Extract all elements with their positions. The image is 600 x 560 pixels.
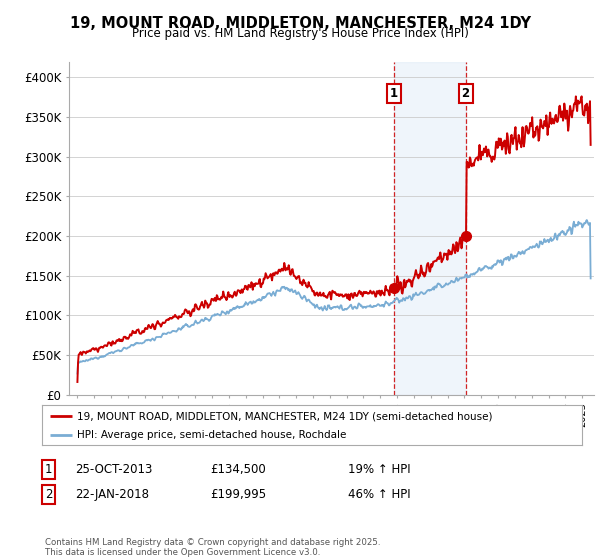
Text: Price paid vs. HM Land Registry's House Price Index (HPI): Price paid vs. HM Land Registry's House … [131,27,469,40]
Text: 2: 2 [45,488,53,501]
Text: HPI: Average price, semi-detached house, Rochdale: HPI: Average price, semi-detached house,… [77,430,346,440]
Text: 22-JAN-2018: 22-JAN-2018 [75,488,149,501]
Text: £134,500: £134,500 [210,463,266,476]
Text: 46% ↑ HPI: 46% ↑ HPI [348,488,410,501]
Text: 19, MOUNT ROAD, MIDDLETON, MANCHESTER, M24 1DY: 19, MOUNT ROAD, MIDDLETON, MANCHESTER, M… [70,16,530,31]
Text: 1: 1 [45,463,53,476]
Text: £199,995: £199,995 [210,488,266,501]
Bar [394,62,466,395]
Text: 1: 1 [390,87,398,100]
Text: 2: 2 [461,87,470,100]
Text: 25-OCT-2013: 25-OCT-2013 [75,463,152,476]
Text: Contains HM Land Registry data © Crown copyright and database right 2025.
This d: Contains HM Land Registry data © Crown c… [45,538,380,557]
Text: 19, MOUNT ROAD, MIDDLETON, MANCHESTER, M24 1DY (semi-detached house): 19, MOUNT ROAD, MIDDLETON, MANCHESTER, M… [77,411,493,421]
Text: 19% ↑ HPI: 19% ↑ HPI [348,463,410,476]
